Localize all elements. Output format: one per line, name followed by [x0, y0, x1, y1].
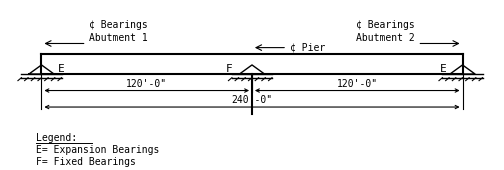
Text: 120'-0": 120'-0" [126, 79, 167, 89]
Text: E= Expansion Bearings: E= Expansion Bearings [36, 145, 160, 155]
Text: 240'-0": 240'-0" [231, 95, 273, 105]
Text: E: E [439, 64, 447, 74]
Text: F= Fixed Bearings: F= Fixed Bearings [36, 157, 137, 167]
Text: E: E [57, 64, 65, 74]
Text: ¢ Bearings
Abutment 2: ¢ Bearings Abutment 2 [356, 20, 415, 43]
Text: Legend:: Legend: [36, 133, 78, 143]
Text: 120'-0": 120'-0" [337, 79, 378, 89]
Text: ¢ Pier: ¢ Pier [290, 43, 325, 53]
Text: F: F [226, 64, 233, 74]
Text: ¢ Bearings
Abutment 1: ¢ Bearings Abutment 1 [89, 20, 148, 43]
